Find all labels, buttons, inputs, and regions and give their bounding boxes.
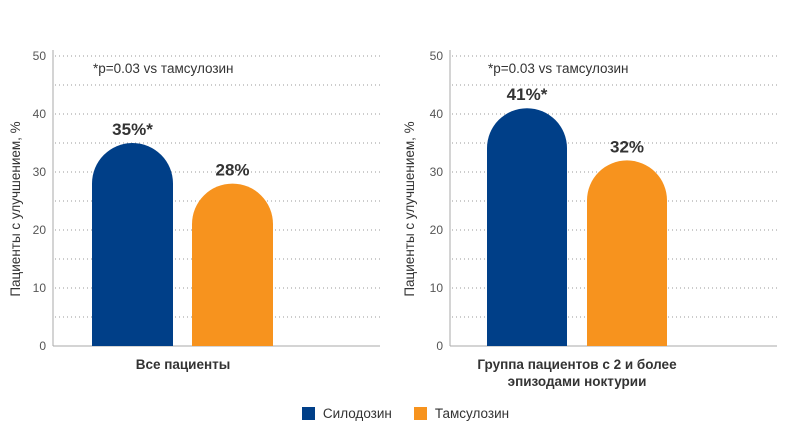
chart2-x-axis-label: Группа пациентов с 2 и более bbox=[477, 357, 677, 372]
chart1-bar-tamsulosin bbox=[192, 183, 273, 346]
legend-label-tamsulosin: Тамсулозин bbox=[434, 406, 510, 421]
chart1-y-tick-label: 0 bbox=[39, 339, 46, 353]
chart2-bar-value-label: 32% bbox=[610, 137, 644, 156]
chart2-bar-tamsulosin bbox=[587, 160, 667, 346]
chart2-y-tick-label: 10 bbox=[430, 281, 444, 295]
chart1-bar-value-label: 28% bbox=[215, 161, 249, 180]
chart1-annotation: *p=0.03 vs тамсулозин bbox=[93, 61, 234, 76]
chart1-y-axis-label: Пациенты с улучшением, % bbox=[8, 121, 23, 296]
legend-swatch-tamsulosin bbox=[413, 407, 427, 420]
chart1-y-tick-label: 20 bbox=[33, 223, 47, 237]
chart2-y-tick-label: 40 bbox=[430, 107, 444, 121]
legend-swatch-silodosin bbox=[301, 407, 315, 420]
chart2-y-tick-label: 20 bbox=[430, 223, 444, 237]
legend-item-tamsulosin: Тамсулозин bbox=[413, 406, 510, 421]
chart2-bar-silodosin bbox=[487, 108, 567, 346]
chart1-y-tick-label: 40 bbox=[33, 107, 47, 121]
chart2-y-tick-label: 50 bbox=[430, 49, 444, 63]
chart2-bar-value-label: 41%* bbox=[507, 85, 548, 104]
chart1-bar-value-label: 35%* bbox=[112, 120, 153, 139]
chart1-x-axis-label: Все пациенты bbox=[136, 357, 231, 372]
chart2-y-tick-label: 0 bbox=[436, 339, 443, 353]
legend-label-silodosin: Силодозин bbox=[322, 406, 392, 421]
legend-item-silodosin: Силодозин bbox=[301, 406, 392, 421]
chart2-annotation: *p=0.03 vs тамсулозин bbox=[488, 61, 629, 76]
chart1-y-tick-label: 10 bbox=[33, 281, 47, 295]
chart1-y-tick-label: 30 bbox=[33, 165, 47, 179]
chart2-y-tick-label: 30 bbox=[430, 165, 444, 179]
chart2-y-axis-label: Пациенты с улучшением, % bbox=[402, 121, 417, 296]
chart2-x-axis-label: эпизодами ноктурии bbox=[508, 374, 647, 389]
chart1-y-tick-label: 50 bbox=[33, 49, 47, 63]
legend: Силодозин Тамсулозин bbox=[0, 406, 811, 421]
chart1-bar-silodosin bbox=[92, 143, 173, 346]
